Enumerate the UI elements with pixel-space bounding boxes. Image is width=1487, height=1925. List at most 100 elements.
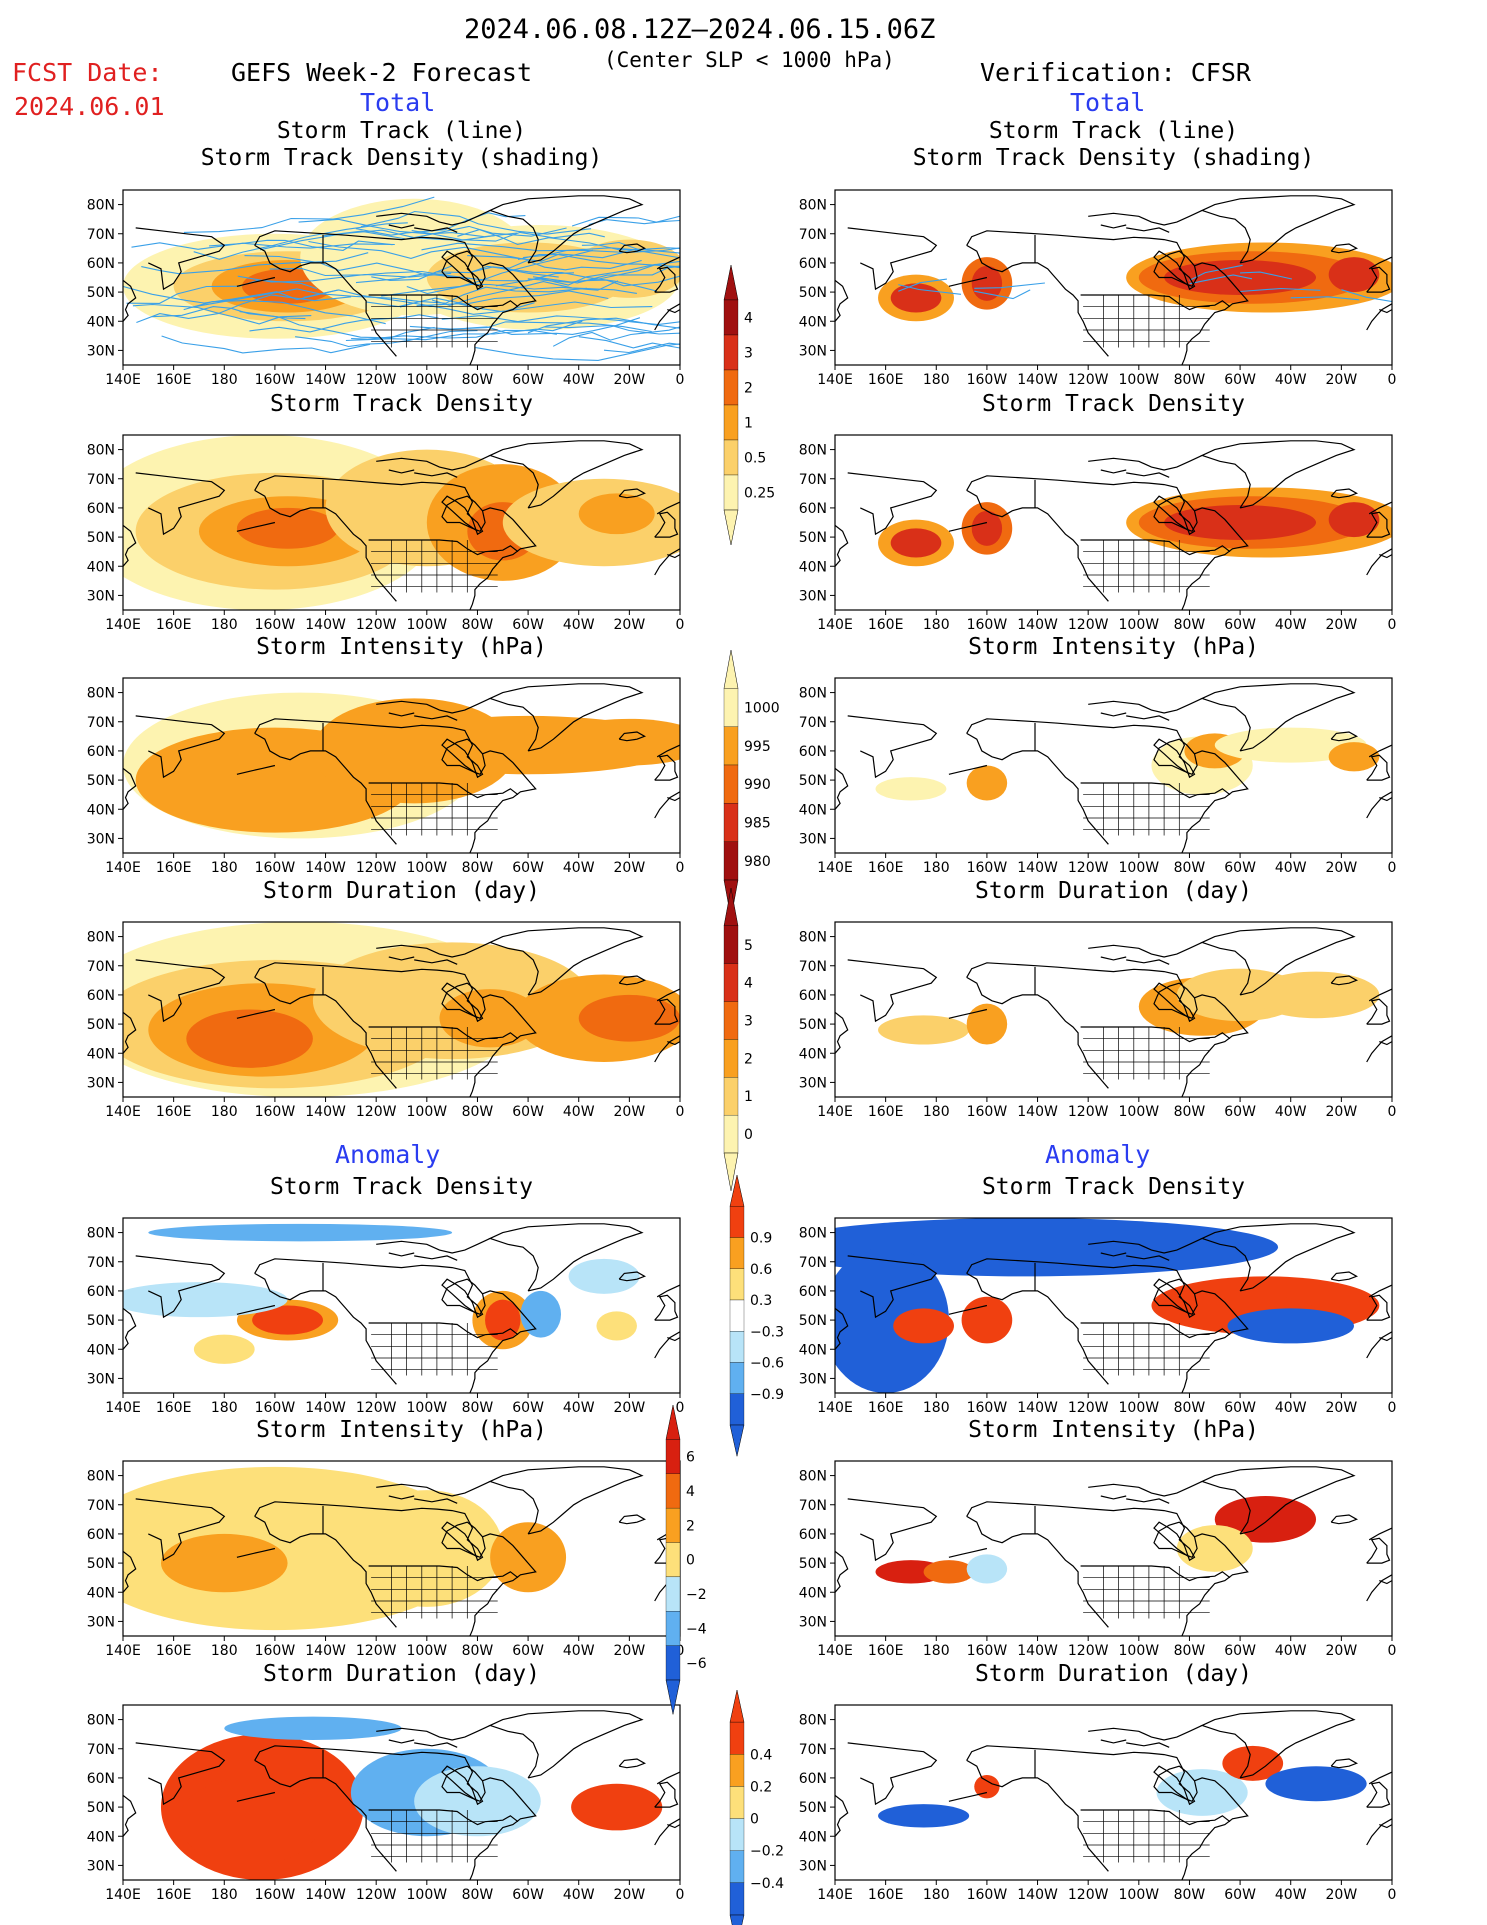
panel-title: Storm Duration (day) — [835, 1661, 1392, 1688]
colorbar-label: −0.6 — [750, 1356, 784, 1372]
coastline — [654, 998, 679, 1025]
lon-tick-label: 140W — [1017, 372, 1058, 388]
lat-tick-label: 40N — [799, 1585, 827, 1601]
storm-track-line — [571, 215, 680, 227]
coastline — [1368, 988, 1392, 1002]
coastline — [441, 1521, 486, 1559]
lon-tick-label: 160E — [156, 617, 192, 633]
lon-tick-label: 100W — [1119, 617, 1160, 633]
lat-tick-label: 80N — [87, 1226, 115, 1242]
lon-tick-label: 0 — [676, 860, 685, 876]
coastline — [1088, 697, 1203, 714]
coastline — [656, 1771, 680, 1785]
lon-tick-label: 180 — [211, 1400, 238, 1416]
coastline — [1100, 712, 1127, 717]
lon-tick-label: 160W — [255, 1400, 296, 1416]
lon-tick-label: 40W — [563, 1104, 595, 1120]
lat-tick-label: 30N — [87, 831, 115, 847]
colorbar-segment — [723, 726, 739, 766]
coastline — [254, 976, 397, 1089]
storm-track-line — [552, 326, 680, 347]
lon-tick-label: 140E — [817, 1400, 853, 1416]
coastline — [414, 1742, 458, 1748]
anomaly-label-right: Anomaly — [1045, 1140, 1151, 1169]
panel-title: Storm Duration (day) — [123, 878, 680, 905]
coastline — [1126, 1498, 1170, 1504]
map-frame — [122, 677, 681, 854]
lat-tick-label: 80N — [87, 1713, 115, 1729]
map-svg: 140E 160E 180 160W 140W 120W 100W 80W 60W 40W 20W 0… — [799, 1217, 1396, 1416]
shading-region — [971, 510, 1003, 546]
storm-track-line — [409, 321, 652, 333]
lon-tick-label: 120W — [1068, 372, 1109, 388]
storm-track-line — [1240, 271, 1293, 280]
map-frame — [834, 1217, 1393, 1394]
shading-region — [573, 239, 680, 298]
coastline — [135, 1255, 226, 1319]
coastline — [1366, 754, 1391, 781]
storm-track-line — [527, 260, 680, 283]
coastline — [1200, 1710, 1356, 1779]
lon-tick-label: 20W — [1326, 1104, 1358, 1120]
lon-tick-label: 80W — [1174, 372, 1206, 388]
coastline — [469, 1777, 537, 1880]
map-frame — [834, 1704, 1393, 1881]
colorbar-segment — [723, 925, 739, 964]
coastline — [1200, 195, 1356, 264]
lat-tick-label: 60N — [87, 1284, 115, 1300]
lon-tick-label: 60W — [1224, 1104, 1256, 1120]
storm-track-line — [588, 219, 680, 226]
coastline — [1330, 975, 1359, 986]
lon-tick-label: 80W — [462, 1643, 494, 1659]
coastline — [948, 1791, 988, 1802]
lat-tick-label: 30N — [799, 831, 827, 847]
lon-tick-label: 20W — [1326, 860, 1358, 876]
panel-title: Storm Intensity (hPa) — [835, 1417, 1392, 1444]
storm-track-line — [151, 306, 306, 320]
lat-tick-label: 50N — [799, 1556, 827, 1572]
coastline — [948, 521, 988, 532]
colorbar-cap — [665, 1404, 681, 1440]
coastline — [236, 1547, 276, 1558]
lat-tick-label: 30N — [87, 588, 115, 604]
coastline — [254, 1272, 397, 1385]
colorbar-label: 1 — [744, 1089, 753, 1105]
fcst-date-label: FCST Date: — [12, 58, 163, 87]
coastline — [1368, 256, 1392, 270]
coastline — [1368, 1284, 1392, 1298]
coastline — [376, 941, 491, 958]
storm-track-line — [399, 286, 588, 308]
lon-tick-label: 160W — [255, 1643, 296, 1659]
lon-tick-label: 0 — [676, 1887, 685, 1903]
colorbar-segment — [665, 1611, 681, 1646]
coastline — [388, 469, 415, 474]
colorbar-label: 0 — [750, 1812, 759, 1828]
lat-tick-label: 40N — [87, 802, 115, 818]
coastline — [488, 1466, 644, 1535]
coastline — [414, 1498, 458, 1504]
coastline — [1366, 1574, 1392, 1602]
lon-tick-label: 120W — [1068, 1104, 1109, 1120]
lat-tick-label: 50N — [87, 1017, 115, 1033]
coastline — [1330, 1514, 1359, 1525]
colorbar-label: 0.5 — [744, 451, 766, 467]
storm-track-line — [371, 266, 559, 281]
lon-tick-label: 80W — [1174, 1643, 1206, 1659]
shading-region — [966, 765, 1008, 801]
colorbar-segment — [665, 1473, 681, 1509]
coastline — [1330, 1758, 1359, 1769]
lat-tick-label: 30N — [87, 343, 115, 359]
lat-tick-label: 50N — [87, 1313, 115, 1329]
lon-tick-label: 180 — [923, 860, 950, 876]
coastline — [1366, 1537, 1391, 1564]
coastline — [123, 1794, 137, 1837]
lon-tick-label: 160E — [156, 372, 192, 388]
lon-tick-label: 140W — [305, 1104, 346, 1120]
lat-tick-label: 60N — [799, 744, 827, 760]
panel-title-line1: Storm Intensity (hPa) — [968, 1417, 1259, 1443]
coastline — [1366, 548, 1392, 576]
coastline — [469, 1290, 537, 1393]
coastline — [835, 524, 849, 567]
coastline — [948, 1008, 988, 1019]
coastline — [135, 472, 226, 536]
